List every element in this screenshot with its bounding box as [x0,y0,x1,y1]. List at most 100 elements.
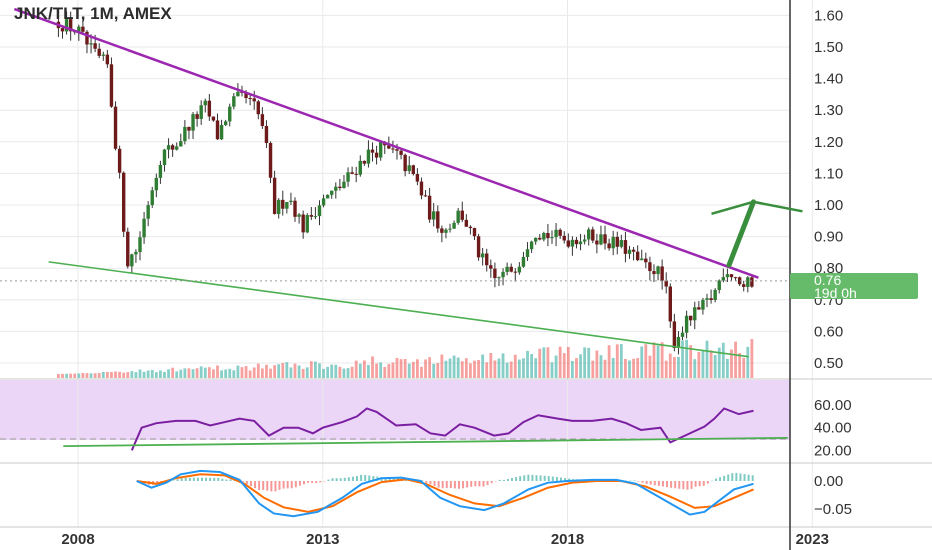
volume-bar [721,342,725,378]
candle-body [215,120,220,140]
volume-bar [460,361,464,378]
macd-histogram-bar [568,478,571,481]
candle-body [191,114,195,131]
candle-body [317,205,322,217]
volume-bar [110,371,113,378]
volume-bar [228,368,232,378]
macd-histogram-bar [201,477,204,481]
candle-body [407,165,411,172]
macd-histogram-bar [478,481,481,487]
candle-body [448,228,452,230]
macd-histogram-bar [282,481,285,489]
volume-bar [554,355,558,378]
volume-bar [660,342,664,378]
candle-body [146,205,150,219]
macd-histogram-bar [278,481,281,490]
volume-bar [199,366,203,378]
macd-histogram-bar [188,477,191,481]
candle-body [285,202,289,209]
candle-body [595,240,599,245]
grid-lines [0,0,813,527]
trendline-lower-support [48,261,749,358]
candle-body [672,321,677,348]
volume-bar [387,364,391,378]
volume-bar [587,347,591,378]
candle-body [693,307,697,321]
volume-bar [326,366,330,378]
macd-histogram-bar [674,481,677,489]
volume-bar [350,366,354,378]
macd-line [136,469,754,518]
volume-bar [158,370,162,378]
volume-bar [558,346,562,378]
volume-bar [150,370,154,378]
macd-histogram-bar [298,481,301,486]
volume-bar [734,341,737,378]
candle-body [489,265,493,269]
volume-bar [677,356,680,378]
axes-labels: 1.601.501.401.301.201.101.000.900.800.70… [61,7,852,548]
volume-bar [415,359,419,378]
candle-body [244,92,248,99]
candle-body [166,145,171,150]
macd-histogram-bar [156,481,159,484]
candle-body [750,277,754,287]
volume-bar [134,372,138,378]
candle-body [591,229,595,241]
volume-bar [101,371,105,378]
volume-bar [334,364,338,378]
macd-histogram-bar [482,481,485,487]
macd-histogram-bar [657,481,660,486]
volume-bar [216,365,219,378]
macd-histogram-bar [564,478,567,481]
price-badge: 0.76 19d 0h [790,272,918,301]
volume-bar [424,359,427,378]
volume-bar [93,373,97,378]
candle-body [395,149,399,151]
volume-bar [248,370,252,378]
candle-body [656,266,660,275]
volume-bar [362,360,366,378]
volume-bar [69,373,73,378]
volume-bar [212,369,215,378]
candle-body [154,177,159,191]
candle-body [113,106,118,149]
candle-body [721,277,726,281]
macd-histogram-bar [404,480,407,481]
volume-bar [163,371,166,378]
candle-body [464,219,469,227]
candle-body [529,241,534,250]
candle-body [501,271,505,278]
candle-body [158,165,163,178]
macd-histogram-bar [702,481,705,486]
candle-body [350,172,354,174]
candle-body [293,200,297,217]
macd-histogram-bar [258,481,261,491]
candle-body [89,43,93,45]
volume-bar [501,353,505,378]
candle-body [688,315,693,321]
macd-histogram-bar [196,477,199,481]
macd-panel [135,469,754,518]
macd-histogram-bar [184,477,187,481]
candle-body [480,253,485,258]
candle-body [729,274,734,278]
volume-bar [371,356,374,378]
macd-histogram-bar [176,479,179,481]
volume-bar [301,368,305,378]
candle-body [517,266,522,273]
volume-bar [485,362,489,378]
volume-bar [668,353,672,378]
price-tick-label: 1.60 [814,7,843,24]
candle-body [362,160,367,164]
macd-histogram-bar [710,480,713,482]
price-tick-label: 0.90 [814,229,843,246]
volume-bar [142,371,146,378]
volume-bar [697,351,701,378]
candle-body [423,195,428,197]
macd-histogram-bar [523,475,526,481]
rsi-band-background [0,380,790,440]
candle-body [309,215,314,217]
candle-body [391,148,395,150]
